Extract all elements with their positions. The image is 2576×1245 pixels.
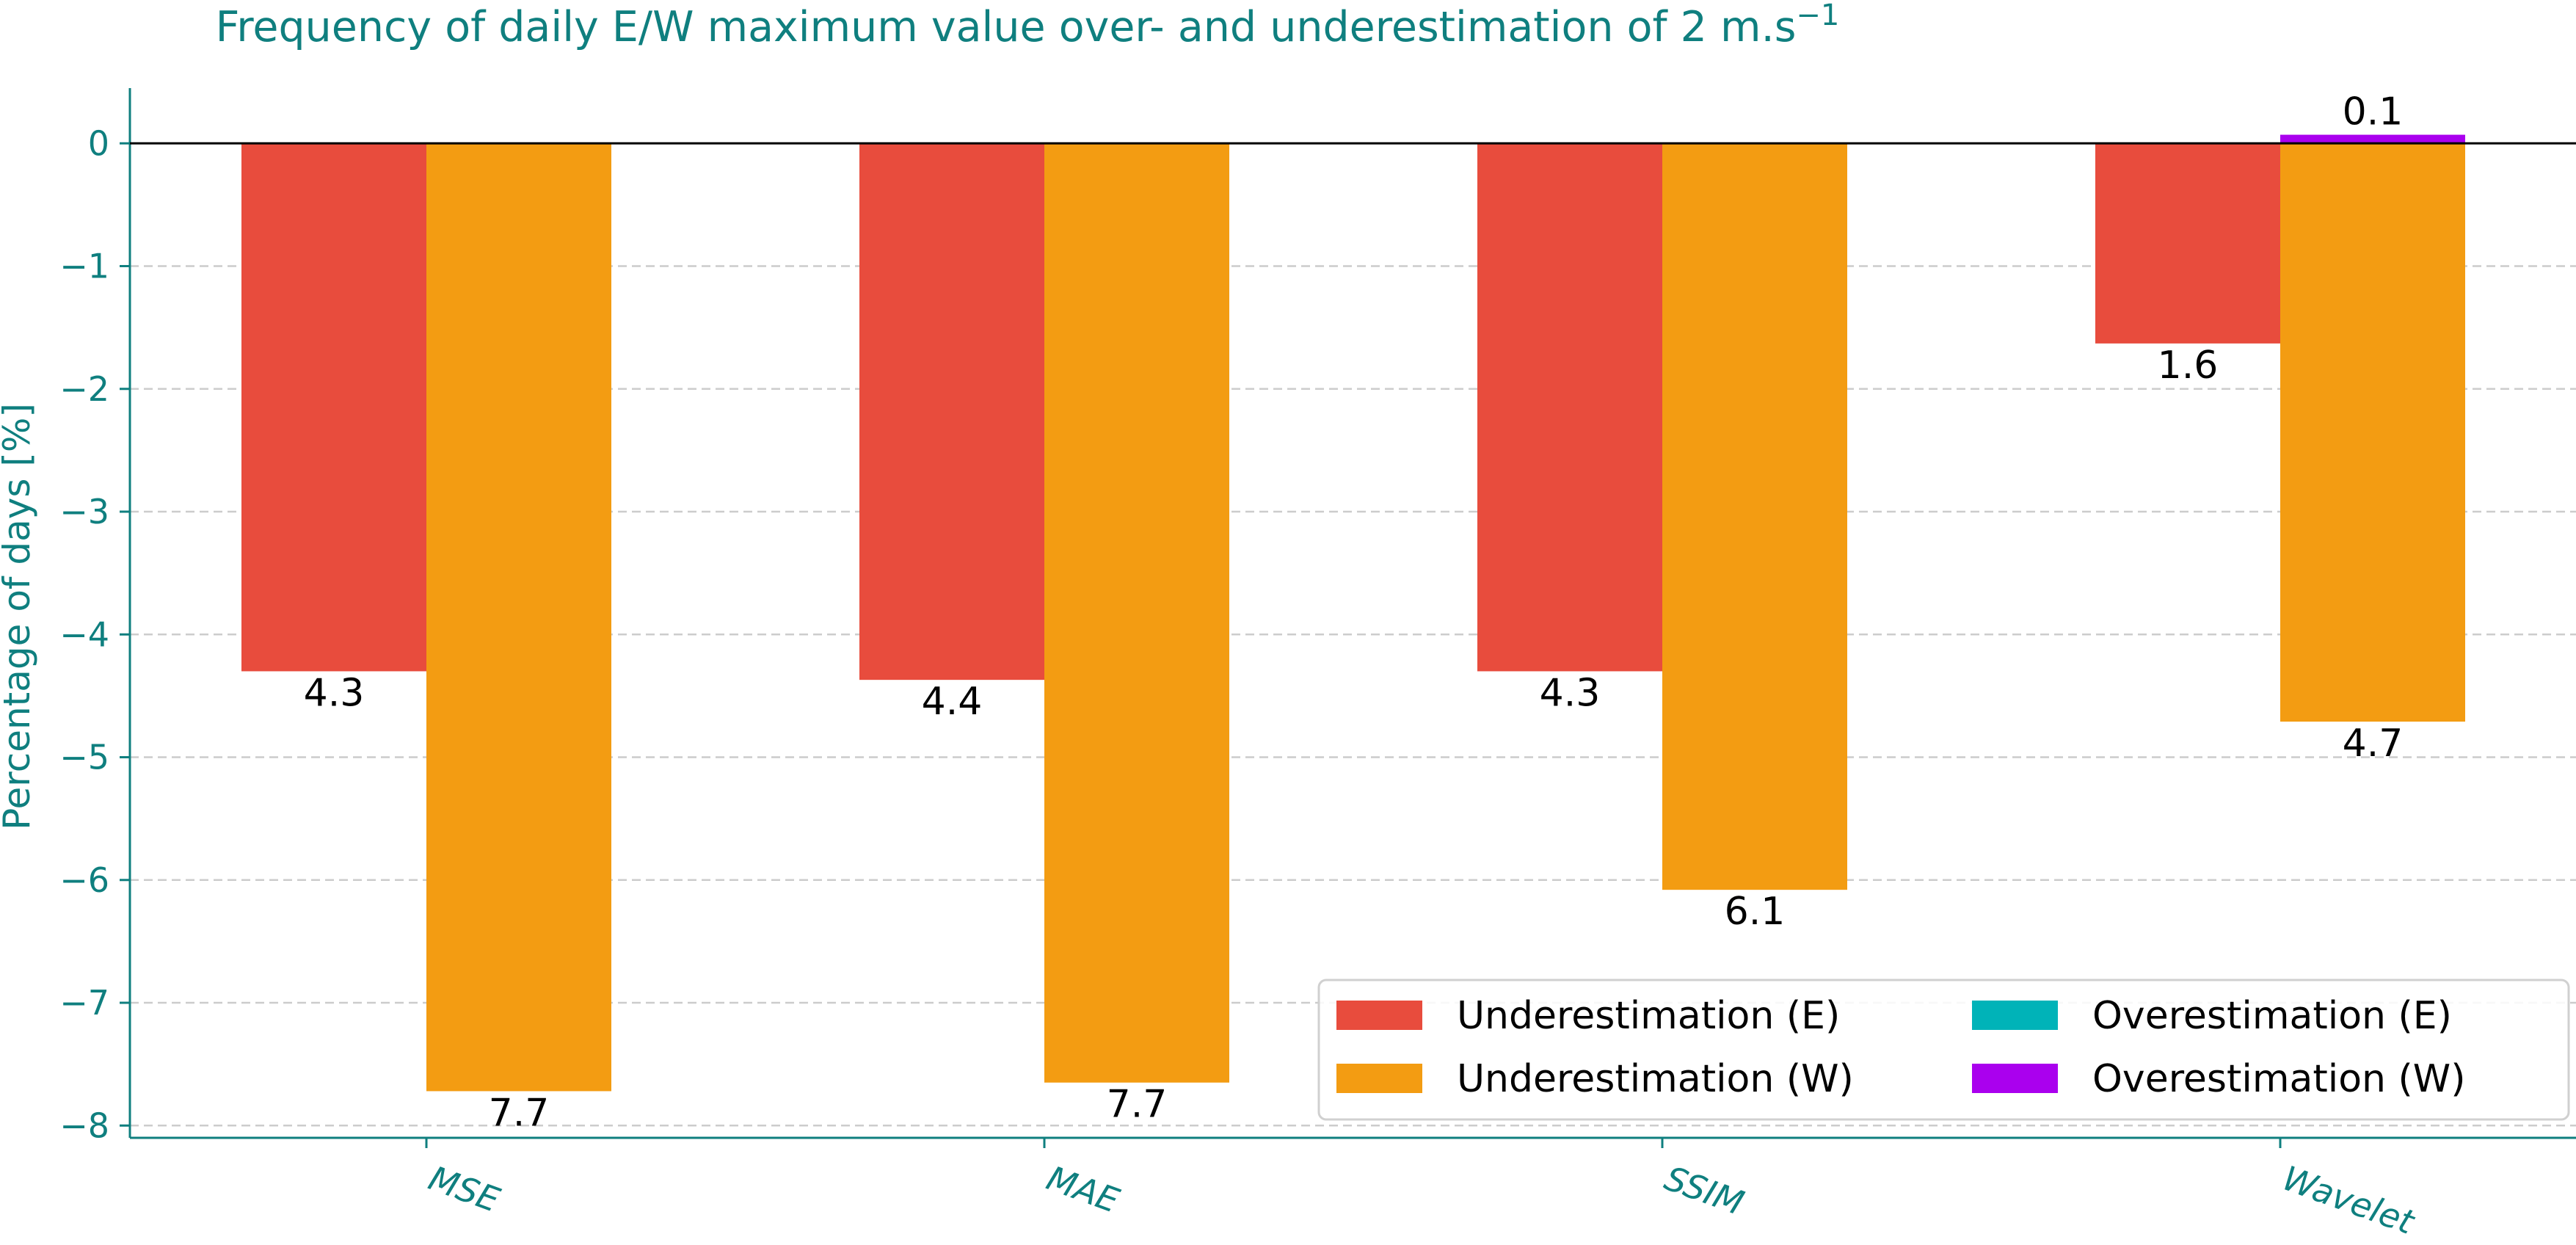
data-label: 7.7 xyxy=(1107,1083,1168,1127)
legend-label: Underestimation (E) xyxy=(1457,994,1840,1038)
y-tick-label: −8 xyxy=(59,1106,109,1145)
x-tick-label: MAE xyxy=(1041,1158,1124,1221)
bar xyxy=(1044,143,1229,1083)
y-tick-label: −2 xyxy=(59,369,109,409)
y-tick-label: −5 xyxy=(59,738,109,777)
x-tick-label: Wavelet xyxy=(2277,1158,2420,1243)
bar xyxy=(2280,143,2465,722)
legend-label: Underestimation (W) xyxy=(1457,1057,1854,1101)
legend-swatch xyxy=(1972,1001,2058,1030)
legend-box xyxy=(1317,979,2570,1121)
legend-swatch xyxy=(1336,1001,1422,1030)
bars xyxy=(241,134,2465,1092)
y-tick-label: −1 xyxy=(59,247,109,286)
y-tick-label: −3 xyxy=(59,492,109,531)
y-tick-label: −7 xyxy=(59,983,109,1023)
data-label: 4.3 xyxy=(1540,671,1601,715)
x-tick-label: SSIM xyxy=(1659,1158,1749,1223)
chart-title-main: Frequency of daily E/W maximum value ove… xyxy=(216,3,1797,51)
data-label: 7.7 xyxy=(489,1091,550,1135)
y-tick-label: −6 xyxy=(59,860,109,900)
bar xyxy=(2280,134,2465,144)
x-tick-label: MSE xyxy=(423,1158,505,1220)
data-label: 4.7 xyxy=(2343,722,2404,766)
bar xyxy=(1662,143,1847,890)
legend-swatch xyxy=(1336,1064,1422,1093)
legend-swatch xyxy=(1972,1064,2058,1093)
bar xyxy=(241,143,426,672)
data-label: 4.3 xyxy=(304,671,365,715)
bar xyxy=(859,143,1044,680)
data-label: 0.1 xyxy=(2343,90,2404,134)
data-label: 4.4 xyxy=(922,680,983,724)
bar xyxy=(2095,143,2280,344)
legend-label: Overestimation (W) xyxy=(2092,1057,2466,1101)
legend-label: Overestimation (E) xyxy=(2092,994,2452,1038)
chart-title-superscript: −1 xyxy=(1796,0,1839,32)
chart-title: Frequency of daily E/W maximum value ove… xyxy=(216,0,1840,51)
y-tick-label: −4 xyxy=(59,614,109,654)
value-labels: 4.3 7.7 4.4 7.7 4.3 6.1 1.6 4.7 0.1 xyxy=(304,90,2404,1136)
data-label: 1.6 xyxy=(2158,344,2219,388)
y-tick-label: 0 xyxy=(88,123,109,163)
bar xyxy=(1477,143,1662,672)
legend: Underestimation (E) Underestimation (W) Ov… xyxy=(1317,979,2570,1121)
bar xyxy=(426,143,611,1092)
y-axis-label: Percentage of days [%] xyxy=(0,403,38,830)
data-label: 6.1 xyxy=(1725,890,1786,934)
